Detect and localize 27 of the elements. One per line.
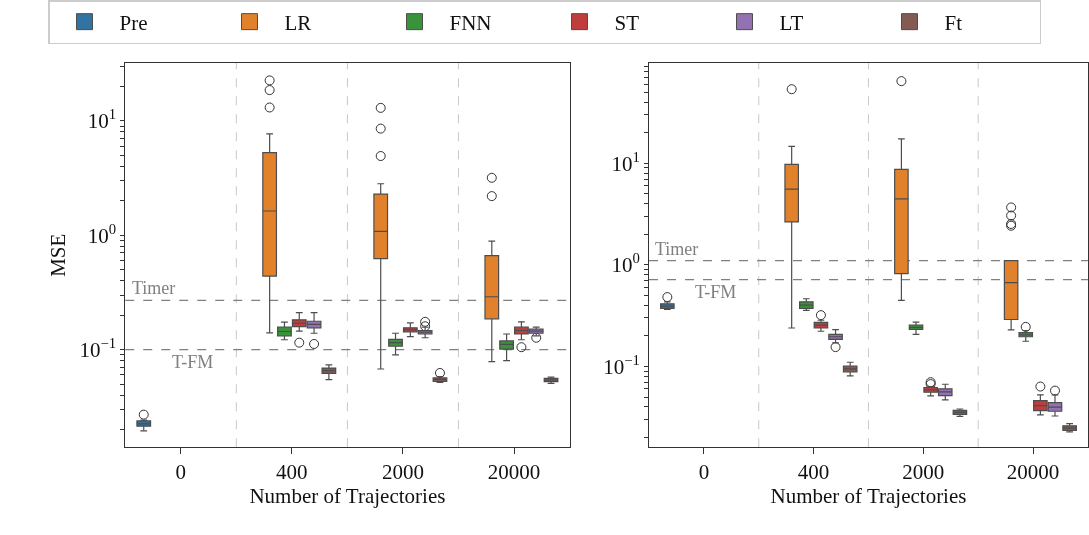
legend-label: LT — [779, 10, 804, 35]
y-tick-label: 10$^{−1}$ — [79, 335, 117, 362]
x-tick-label: 20000 — [487, 460, 541, 485]
ref-line-label: Timer — [655, 239, 699, 259]
legend-label: ST — [614, 10, 640, 35]
x-axis-title: Number of Trajectories — [770, 484, 967, 509]
x-tick-label: 0 — [175, 460, 187, 485]
x-tick-label: 20000 — [1006, 460, 1060, 485]
y-tick-label: 10$^{0}$ — [611, 250, 640, 278]
x-axis-title: Number of Trajectories — [249, 484, 446, 509]
ref-line-label: Timer — [132, 278, 176, 298]
y-tick-label: 10$^{1}$ — [87, 106, 117, 134]
x-tick-label: 400 — [276, 460, 308, 485]
ref-line-label: T-FM — [172, 352, 214, 372]
x-tick-label: 400 — [797, 460, 830, 485]
legend-label: Ft — [944, 10, 963, 35]
y-tick-label: 10$^{0}$ — [87, 220, 117, 248]
x-tick-label: 2000 — [902, 460, 945, 485]
y-tick-label: 10$^{1}$ — [611, 148, 640, 176]
x-tick-label: 0 — [698, 460, 710, 485]
y-axis-title: MSE — [45, 233, 70, 277]
legend-label: FNN — [449, 10, 492, 35]
ref-line-label: T-FM — [695, 282, 737, 302]
y-tick-label: 10$^{−1}$ — [603, 351, 640, 379]
legend-label: LR — [284, 10, 312, 35]
x-tick-label: 2000 — [381, 460, 424, 485]
legend-label: Pre — [119, 10, 148, 35]
